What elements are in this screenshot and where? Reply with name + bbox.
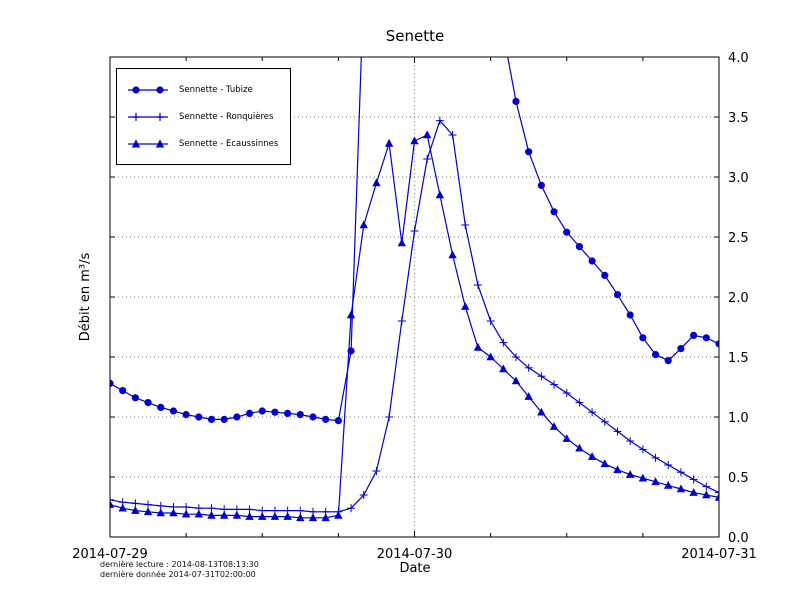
y-tick-label: 1.5 — [728, 351, 749, 366]
y-tick-label: 2.5 — [728, 231, 749, 246]
circle-marker-icon — [128, 85, 168, 94]
plus-marker-icon — [128, 112, 168, 121]
legend-label-ronquieres: Sennette - Ronquières — [179, 111, 274, 122]
y-tick-label: 3.0 — [728, 171, 749, 186]
y-tick-label: 2.0 — [728, 291, 749, 306]
y-tick-label: 1.0 — [728, 411, 749, 426]
legend-item-ecaussinnes: Sennette - Ecaussinnes — [126, 130, 278, 157]
y-tick-label: 3.5 — [728, 111, 749, 126]
footer-notes: dernière lecture : 2014-08-13T08:13:30 d… — [100, 560, 259, 580]
series-tubize — [110, 57, 719, 425]
chart-title: Senette — [385, 27, 445, 45]
y-tick-label: 0.0 — [728, 531, 749, 546]
legend-label-tubize: Sennette - Tubize — [179, 84, 253, 95]
last-reading-note: dernière lecture : 2014-08-13T08:13:30 — [100, 560, 259, 569]
last-data-note: dernière donnée 2014-07-31T02:00:00 — [100, 570, 256, 579]
y-axis-label: Débit en m³/s — [78, 252, 93, 342]
x-tick-label: 2014-07-30 — [377, 547, 453, 562]
legend-label-ecaussinnes: Sennette - Ecaussinnes — [179, 138, 279, 149]
series-ecaussinnes — [110, 130, 719, 522]
x-tick-label: 2014-07-29 — [72, 547, 148, 562]
y-tick-label: 0.5 — [728, 471, 749, 486]
legend: Sennette - Tubize Sennette - Ronquières … — [116, 68, 292, 165]
legend-item-tubize: Sennette - Tubize — [126, 76, 278, 103]
x-tick-label: 2014-07-31 — [681, 547, 757, 562]
legend-item-ronquieres: Sennette - Ronquières — [126, 103, 278, 130]
x-axis-label: Date — [399, 561, 431, 576]
triangle-marker-icon — [128, 139, 168, 147]
y-tick-label: 4.0 — [728, 51, 749, 66]
